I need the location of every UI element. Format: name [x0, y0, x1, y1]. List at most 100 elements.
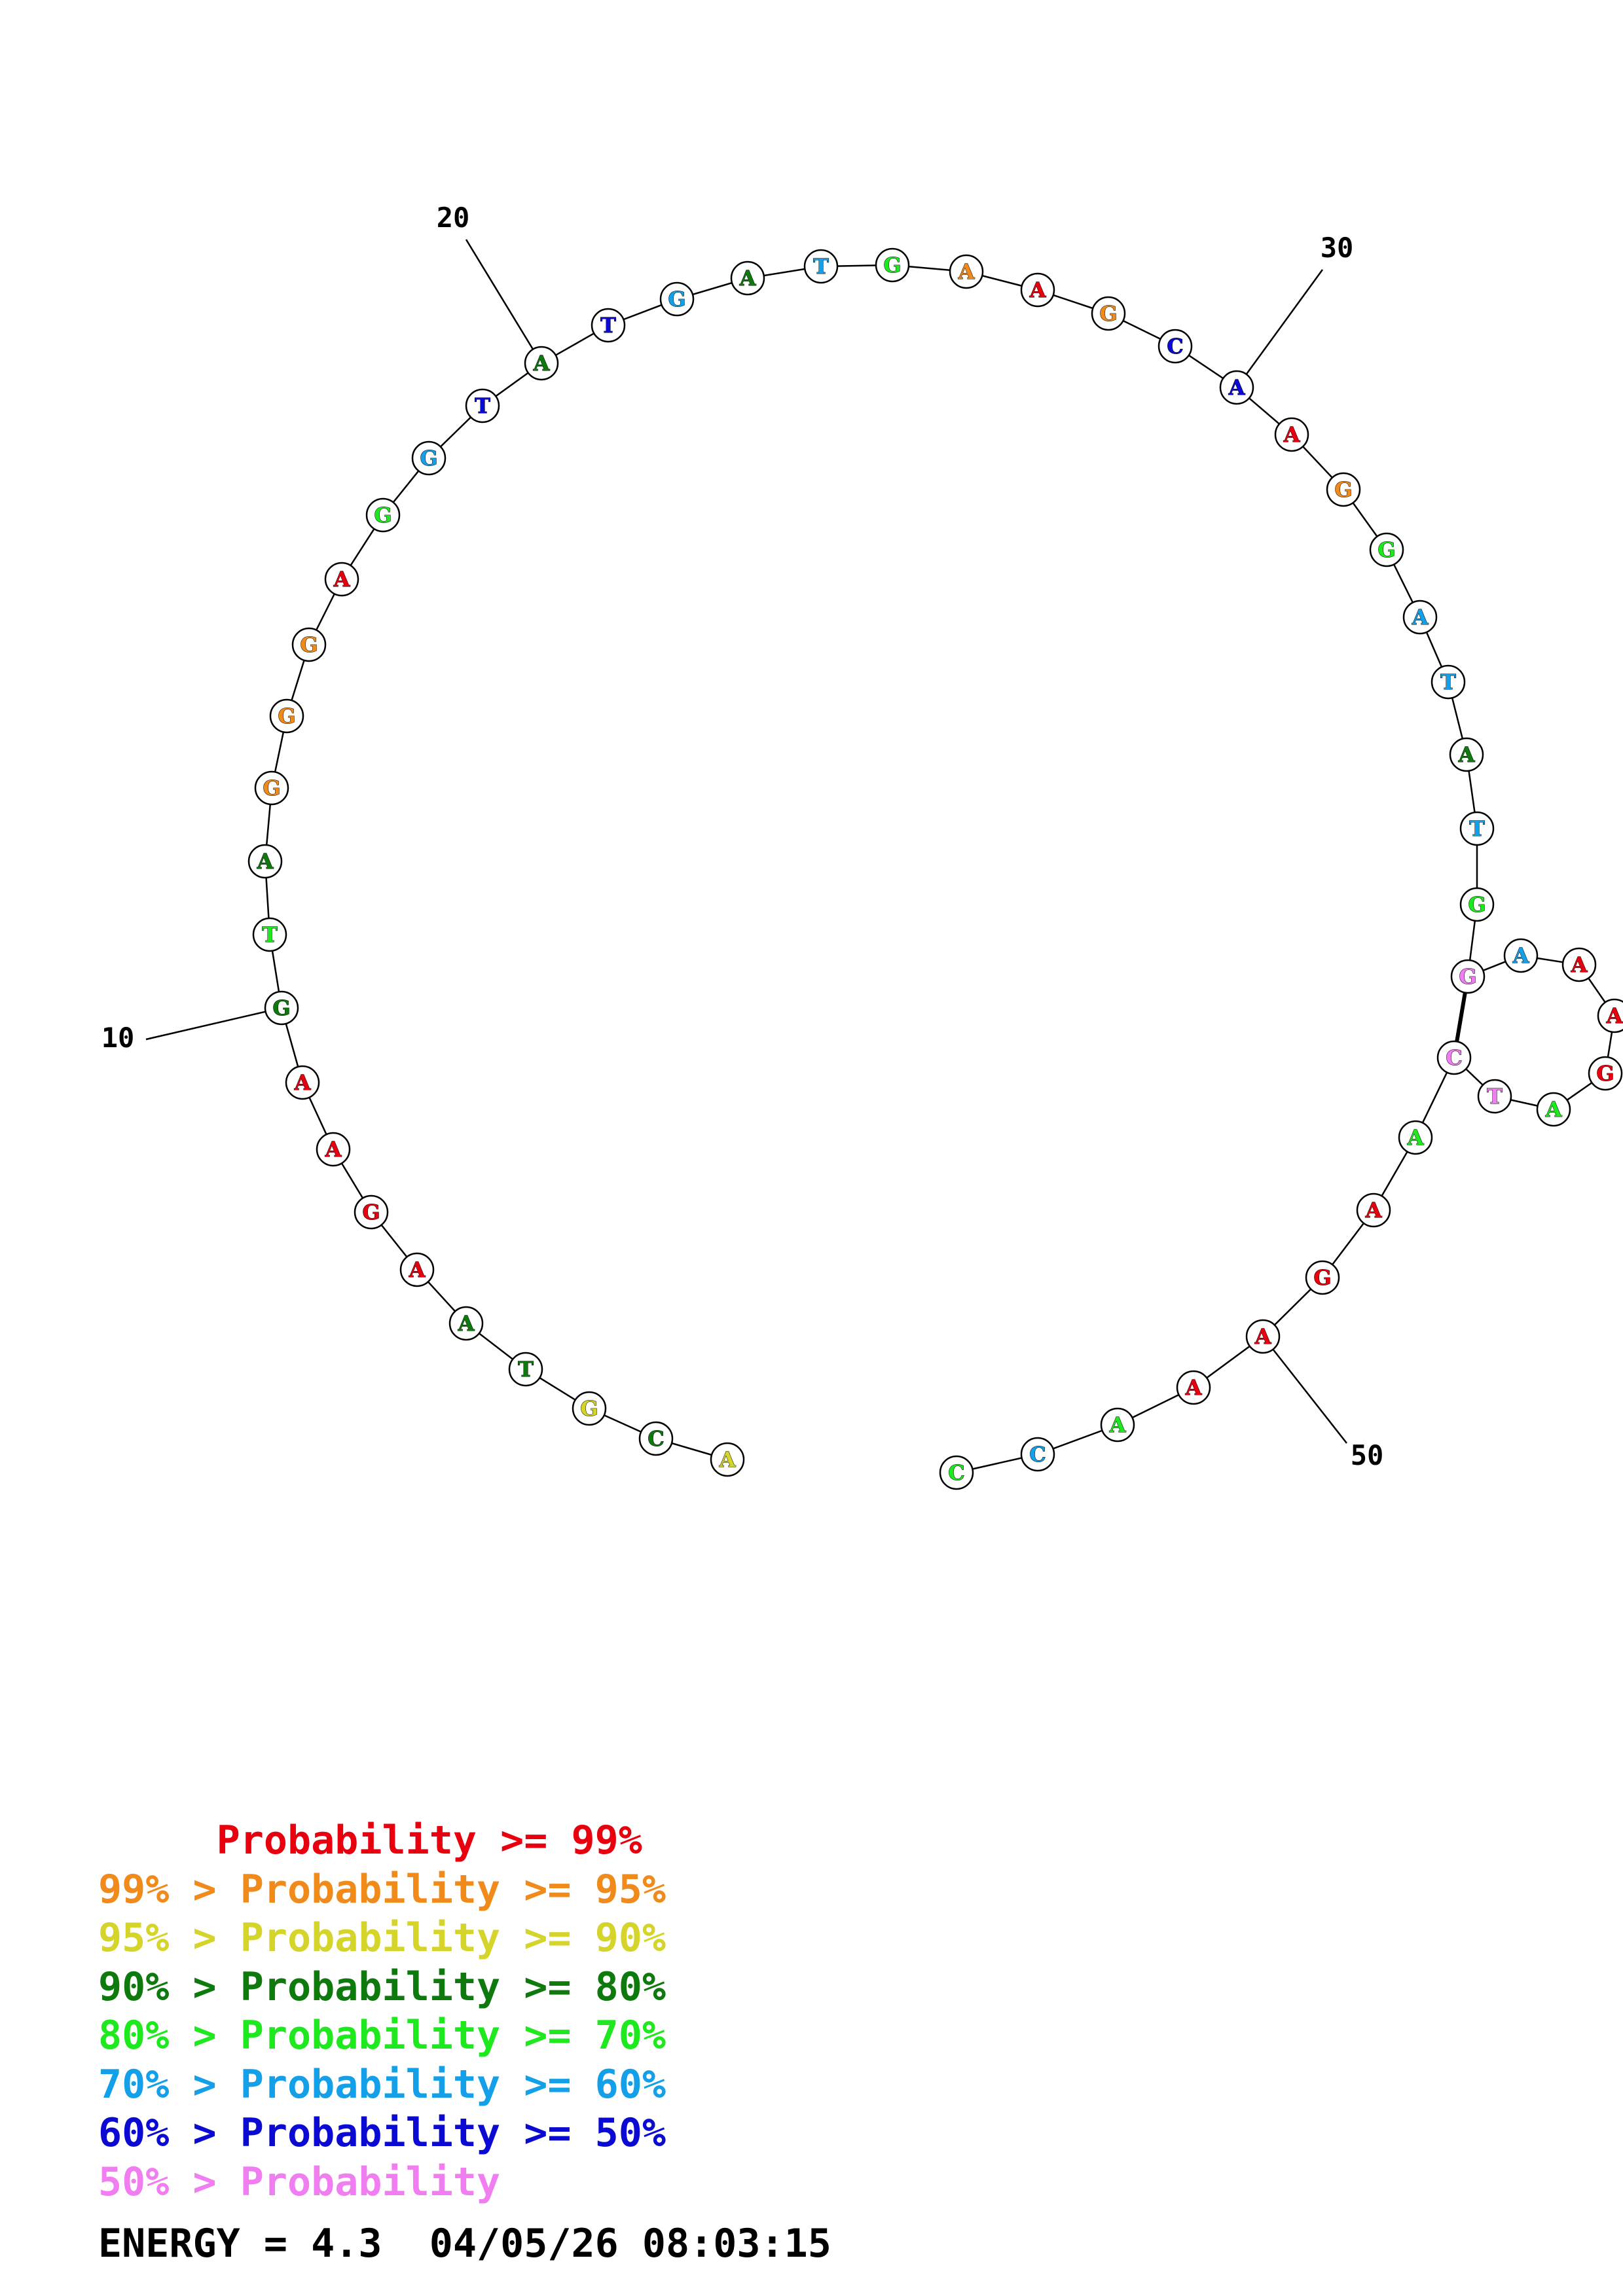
nucleotide: G [264, 990, 299, 1026]
nucleotide-circle [1326, 472, 1361, 507]
nucleotide-letter: A [333, 567, 351, 592]
nucleotide-circle [254, 770, 289, 806]
nucleotide-letter: T [1440, 670, 1456, 694]
legend-entry: Probability >= 99% [98, 1818, 642, 1863]
nucleotide: A [1449, 737, 1484, 772]
nucleotide-circle [1459, 887, 1495, 922]
nucleotide-letter: C [1167, 334, 1183, 359]
position-tick [145, 1007, 282, 1041]
nucleotide-circle [1245, 1319, 1281, 1354]
nucleotide: G [875, 247, 910, 283]
nucleotide-letter: A [1545, 1097, 1563, 1122]
nucleotide: T [1477, 1079, 1512, 1114]
nucleotide-circle [1597, 998, 1623, 1033]
nucleotide-letter: G [580, 1396, 598, 1421]
nucleotide-letter: G [374, 503, 392, 528]
nucleotide: A [1020, 272, 1055, 308]
nucleotide-letter: A [739, 266, 757, 291]
nucleotide-letter: A [1029, 278, 1047, 302]
nucleotide: C [939, 1455, 974, 1490]
nucleotide-letter: A [533, 351, 551, 376]
nucleotide-circle [1219, 370, 1254, 405]
nucleotide: A [524, 346, 559, 381]
position-tick [465, 239, 543, 364]
nucleotide-circle [247, 844, 283, 879]
nucleotide: C [638, 1421, 674, 1456]
nucleotide: T [465, 388, 500, 423]
nucleotide-circle [1436, 1040, 1472, 1075]
nucleotide: T [803, 249, 839, 284]
position-ticks: 10 20 30 50 [101, 202, 1384, 1471]
nucleotide-circle [264, 990, 299, 1026]
nucleotide-letter: A [1407, 1125, 1425, 1150]
nucleotide-circle [448, 1306, 484, 1341]
nucleotide-letter: T [1487, 1084, 1503, 1109]
nucleotide-letter: G [420, 446, 437, 471]
nucleotide: C [1436, 1040, 1472, 1075]
nucleotide: A [448, 1306, 484, 1341]
nucleotide: A [1245, 1319, 1281, 1354]
nucleotide-letter: C [1446, 1045, 1462, 1070]
nucleotide-circle [324, 562, 359, 597]
nucleotide-circle [1588, 1056, 1623, 1091]
nucleotide: A [1536, 1092, 1571, 1127]
nucleotide-circle [1176, 1370, 1211, 1405]
nucleotide-circle [285, 1065, 320, 1100]
nucleotide-circle [1356, 1193, 1391, 1228]
nucleotide: G [365, 497, 401, 533]
nucleotide-letter: A [1254, 1324, 1272, 1349]
legend-entry: 50% > Probability [98, 2159, 501, 2205]
nucleotide: A [1503, 938, 1539, 973]
nucleotide-letter: C [1029, 1442, 1046, 1467]
nucleotide: T [1431, 664, 1466, 700]
legend-entry: 90% > Probability >= 80% [98, 1964, 666, 2010]
nucleotide-circle [1020, 272, 1055, 308]
nucleotide: G [1450, 959, 1486, 994]
nucleotide-letter: A [958, 259, 976, 284]
nucleotide-letter: A [1228, 375, 1246, 400]
legend-entry: 60% > Probability >= 50% [98, 2110, 666, 2156]
nucleotide-letter: G [1313, 1265, 1331, 1290]
nucleotide: A [247, 844, 283, 879]
nucleotide-letter: C [647, 1426, 664, 1451]
nucleotide-letter: A [1458, 742, 1476, 767]
nucleotide-letter: A [325, 1137, 342, 1162]
nucleotide-circle [591, 308, 626, 343]
nucleotide-circle [1477, 1079, 1512, 1114]
nucleotide-circle [1369, 532, 1404, 567]
nucleotide-letter: G [1459, 964, 1476, 989]
nucleotide-circle [1274, 417, 1309, 452]
nucleotide: G [1305, 1260, 1340, 1295]
nucleotide: C [1020, 1437, 1055, 1472]
nucleotide-circle [638, 1421, 674, 1456]
nucleotide-circle [730, 260, 765, 296]
nucleotide: T [508, 1352, 543, 1387]
nucleotide: G [1091, 296, 1126, 331]
nucleotide-circle [803, 249, 839, 284]
nucleotide-circle [1398, 1120, 1433, 1155]
position-tick [1262, 1336, 1347, 1444]
nucleotide: G [1459, 887, 1495, 922]
nucleotide: G [411, 440, 447, 476]
nucleotide: A [1100, 1407, 1135, 1443]
nucleotide-circle [1402, 600, 1438, 635]
nucleotide: G [1369, 532, 1404, 567]
nucleotide: T [1459, 811, 1495, 846]
nucleotide: C [1158, 329, 1193, 364]
nucleotide-letter: G [1377, 537, 1395, 562]
nucleotide-letter: A [409, 1257, 426, 1282]
nucleotide-circle [710, 1442, 745, 1477]
nucleotide-letter: T [1469, 816, 1485, 841]
nucleotide-circle [291, 627, 327, 662]
nucleotide-letter: G [1334, 477, 1352, 502]
nucleotide: A [1356, 1193, 1391, 1228]
nucleotide-circle [354, 1194, 389, 1230]
nucleotide-letter: G [300, 632, 318, 657]
nucleotide-circle [269, 698, 304, 734]
nucleotide-letter: T [600, 313, 616, 338]
nucleotide: G [659, 281, 695, 317]
nucleotide-circle [1561, 947, 1597, 982]
nucleotide: A [1176, 1370, 1211, 1405]
nucleotide: A [324, 562, 359, 597]
nucleotide-letter: A [1512, 943, 1530, 968]
